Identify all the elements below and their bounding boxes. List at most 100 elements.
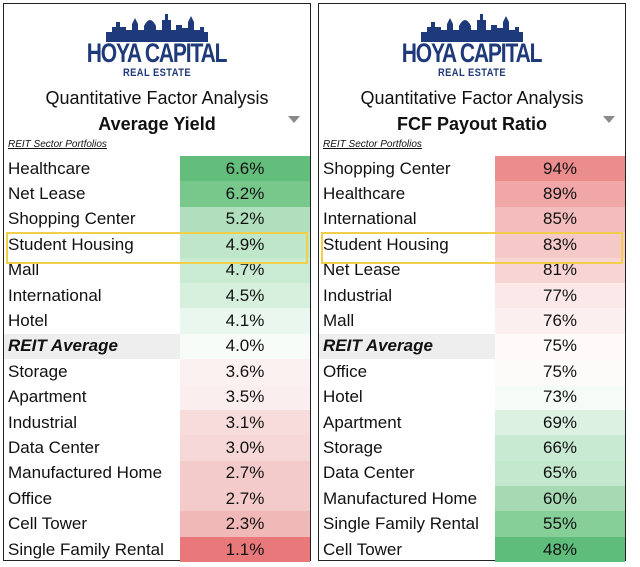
table-row: Shopping Center 94% [319,156,625,182]
table-row: International 85% [319,206,625,233]
table-row: Mall 76% [319,308,625,334]
sector-name: Data Center [323,463,415,483]
sector-name: Cell Tower [8,514,88,534]
table-row: Single Family Rental 1.1% [4,536,310,563]
sector-name: Shopping Center [8,209,136,229]
sector-value: 2.7% [180,486,310,512]
sector-table: Healthcare 6.6% Net Lease 6.2% Shopping Cent… [4,156,310,563]
sector-value: 81% [495,257,625,283]
sector-name: International [8,285,102,305]
table-row: Mall 4.7% [4,257,310,283]
table-row: Net Lease 81% [319,257,625,283]
table-row: Storage 66% [319,435,625,461]
metric-dropdown-icon[interactable] [603,116,615,123]
sector-name: International [323,209,417,229]
sector-name: Student Housing [8,234,134,254]
sector-name: Data Center [8,437,100,457]
sector-value: 73% [495,384,625,410]
sector-value: 4.5% [180,282,310,309]
sector-value: 83% [495,232,625,258]
sector-name: Office [8,488,53,508]
sector-value: 66% [495,435,625,461]
sector-name: Mall [323,311,355,331]
table-row: Cell Tower 2.3% [4,511,310,537]
average-row: REIT Average 4.0% [4,333,310,360]
sector-name: Manufactured Home [8,463,163,483]
sector-name: Student Housing [323,234,449,254]
table-row: Data Center 65% [319,460,625,487]
panel-fcf-payout-ratio: HOYA CAPITAL REAL ESTATE Quantitative Fa… [318,3,626,563]
table-row: Student Housing 4.9% [4,232,310,258]
sector-value: 89% [495,181,625,207]
section-label: REIT Sector Portfolios [323,139,422,150]
table-row: Industrial 3.1% [4,409,310,436]
sector-name: Cell Tower [323,539,403,559]
sector-value: 75% [495,333,625,360]
sector-value: 4.0% [180,333,310,360]
table-row: Apartment 69% [319,409,625,436]
sector-value: 3.5% [180,384,310,410]
sector-value: 75% [495,359,625,385]
table-row: Shopping Center 5.2% [4,206,310,233]
sector-value: 85% [495,206,625,233]
sector-value: 4.7% [180,257,310,283]
hoya-capital-logo: HOYA CAPITAL REAL ESTATE [4,10,310,90]
sector-name: Storage [8,361,68,381]
table-row: International 4.5% [4,282,310,309]
panel-average-yield: HOYA CAPITAL REAL ESTATE Quantitative Fa… [3,3,311,563]
table-row: Manufactured Home 2.7% [4,460,310,487]
skyline-icon [106,14,208,42]
sector-value: 3.1% [180,409,310,436]
sector-name: REIT Average [319,333,495,360]
sector-value: 69% [495,409,625,436]
logo-sub-text: REAL ESTATE [437,67,507,79]
sector-value: 4.1% [180,308,310,334]
sector-table: Shopping Center 94% Healthcare 89% Internati… [319,156,625,563]
logo-main-text: HOYA CAPITAL [402,38,543,68]
sector-name: Apartment [8,387,87,407]
sector-value: 6.6% [180,156,310,182]
table-row: Hotel 4.1% [4,308,310,334]
sector-value: 4.9% [180,232,310,258]
sector-name: Net Lease [8,184,86,204]
sector-value: 65% [495,460,625,487]
sector-name: Storage [323,437,383,457]
sector-name: Industrial [323,285,392,305]
sector-name: Hotel [8,311,48,331]
hoya-capital-logo: HOYA CAPITAL REAL ESTATE [319,10,625,90]
table-row: Healthcare 89% [319,181,625,207]
average-row: REIT Average 75% [319,333,625,360]
sector-value: 2.3% [180,511,310,537]
sector-name: Single Family Rental [323,514,479,534]
table-row: Cell Tower 48% [319,536,625,563]
panel-subtitle: Quantitative Factor Analysis [45,88,269,108]
sector-value: 1.1% [180,536,310,563]
sector-value: 3.0% [180,435,310,461]
logo-sub-text: REAL ESTATE [122,67,192,79]
sector-name: Apartment [323,412,402,432]
sector-name: Shopping Center [323,158,451,178]
section-label: REIT Sector Portfolios [8,139,107,150]
sector-name: Healthcare [8,158,91,178]
logo-main-text: HOYA CAPITAL [87,38,228,68]
sector-value: 6.2% [180,181,310,207]
table-row: Healthcare 6.6% [4,156,310,182]
table-row: Manufactured Home 60% [319,486,625,512]
sector-name: Hotel [323,387,363,407]
sector-name: REIT Average [4,333,180,360]
sector-value: 94% [495,156,625,182]
sector-name: Industrial [8,412,77,432]
table-row: Office 2.7% [4,486,310,512]
sector-value: 2.7% [180,460,310,487]
skyline-icon [421,14,523,42]
table-row: Apartment 3.5% [4,384,310,410]
metric-dropdown-icon[interactable] [288,116,300,123]
sector-name: Office [323,361,368,381]
panel-subtitle: Quantitative Factor Analysis [360,88,584,108]
sector-value: 76% [495,308,625,334]
sector-name: Healthcare [323,184,406,204]
sector-name: Manufactured Home [323,488,478,508]
table-row: Office 75% [319,359,625,385]
table-row: Net Lease 6.2% [4,181,310,207]
sector-value: 55% [495,511,625,537]
